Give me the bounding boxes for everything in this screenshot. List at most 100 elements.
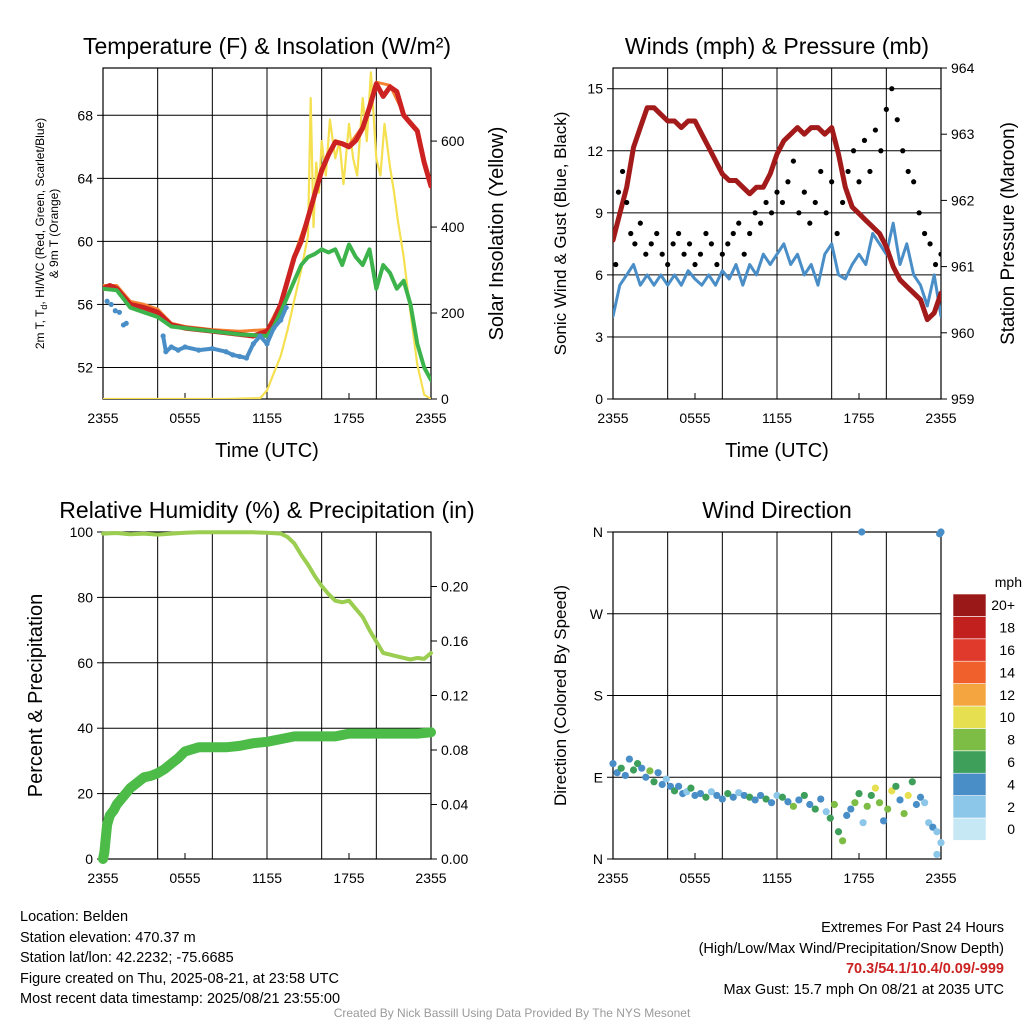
colorbar-label: 16 — [999, 642, 1015, 658]
gust-point — [845, 168, 851, 175]
panel-2: 2355 0555 1155 1755 2355 0 3 6 9 12 15 959 960 961 962… — [551, 33, 1019, 462]
chart-title: Temperature (F) & Insolation (W/m²) — [83, 33, 451, 59]
direction-point — [762, 795, 770, 803]
x-tick-label: 2355 — [925, 410, 956, 426]
hiwc-point — [112, 308, 118, 314]
direction-point — [806, 800, 814, 809]
y2-tick-label: 400 — [441, 219, 465, 235]
direction-point — [609, 760, 617, 768]
gust-point — [648, 241, 654, 247]
gust-point — [872, 127, 879, 133]
gust-point — [632, 241, 638, 247]
y2-tick-label: 0.12 — [441, 688, 468, 704]
x-tick-label: 2355 — [87, 410, 118, 426]
gust-point — [785, 179, 791, 185]
y-axis-label: Direction (Colored By Speed) — [551, 585, 570, 806]
x-tick-label: 2355 — [925, 870, 956, 886]
gust-point — [812, 199, 818, 206]
gust-point — [643, 251, 649, 257]
y-tick-label: W — [590, 606, 604, 622]
gust-point — [725, 241, 731, 247]
grid-lines — [103, 68, 431, 399]
y2-axis-label: Solar Insolation (Yellow) — [486, 127, 508, 341]
y-tick-label: 64 — [77, 170, 93, 186]
colorbar-swatch — [952, 772, 987, 796]
hiwc-point — [116, 309, 122, 315]
gust-point — [670, 241, 676, 247]
gust-point — [736, 220, 742, 226]
colorbar-swatch — [952, 795, 987, 819]
direction-point — [884, 805, 892, 813]
x-tick-label: 1755 — [843, 410, 874, 426]
direction-point — [642, 773, 650, 781]
y-tick-label: 60 — [77, 233, 93, 249]
gust-point — [697, 251, 704, 257]
direction-point — [687, 784, 695, 792]
colorbar-label: 0 — [1007, 821, 1015, 837]
direction-point — [646, 767, 654, 775]
most-recent-data: Most recent data timestamp: 2025/08/21 2… — [20, 991, 341, 1007]
direction-point — [851, 799, 859, 807]
gust-point — [878, 148, 884, 154]
y2-tick-label: 960 — [951, 325, 975, 341]
gust-point — [911, 179, 917, 185]
y-tick-label: 12 — [587, 143, 603, 159]
grid-lines — [103, 532, 431, 859]
y2-tick-label: 0.04 — [441, 797, 468, 813]
extremes-subtitle: (High/Low/Max Wind/Precipitation/Snow De… — [698, 940, 1004, 957]
x-tick-label: 2355 — [597, 870, 628, 886]
gust-point — [861, 137, 868, 144]
x-tick-label: 1755 — [333, 410, 364, 426]
y2-tick-label: 0.20 — [441, 579, 468, 595]
series-line-hiwc — [161, 305, 289, 360]
direction-point — [778, 793, 787, 801]
chart-title: Relative Humidity (%) & Precipitation (i… — [59, 497, 474, 523]
y-tick-label: 52 — [77, 359, 93, 375]
gust-point — [752, 210, 758, 216]
direction-point — [773, 791, 781, 800]
station-info: Location: Belden Station elevation: 470.… — [20, 907, 340, 1010]
direction-point — [937, 528, 945, 536]
x-tick-label: 1755 — [843, 870, 874, 886]
direction-point — [933, 828, 941, 836]
gust-point — [883, 106, 889, 112]
speed-colorbar: 0 2 4 6 8 10 12 14 16 18 20+ mph — [952, 574, 1022, 841]
gust-point — [730, 230, 736, 237]
gust-point — [714, 261, 720, 268]
y-tick-label: N — [593, 524, 603, 540]
direction-point — [843, 811, 851, 820]
y-tick-label: 3 — [595, 329, 603, 345]
series-line-td — [103, 242, 431, 383]
panel-4: 2355 0555 1155 1755 2355 N E S W N Wind Direction D… — [551, 497, 1022, 886]
chart-title: Wind Direction — [702, 497, 852, 523]
gust-point — [905, 168, 911, 175]
gust-point — [840, 199, 846, 206]
direction-point — [789, 802, 798, 810]
direction-point — [839, 837, 847, 845]
series-group — [98, 530, 436, 864]
gust-point — [763, 199, 769, 206]
credit-line: Created By Nick Bassill Using Data Provi… — [333, 1006, 691, 1020]
y2-tick-label: 962 — [951, 192, 975, 208]
gust-point — [927, 241, 933, 247]
y2-tick-label: 959 — [951, 391, 975, 407]
gust-point — [823, 210, 829, 216]
colorbar-swatch — [952, 660, 987, 684]
y-tick-label: N — [593, 851, 603, 867]
colorbar-label: 20+ — [991, 597, 1015, 613]
x-tick-label: 0555 — [169, 870, 200, 886]
series-line-station-pressure — [613, 105, 941, 323]
gust-point — [938, 251, 941, 257]
y-tick-label: 20 — [77, 786, 93, 802]
y-tick-label: 40 — [77, 720, 93, 736]
gust-point — [790, 158, 797, 164]
gust-point — [922, 230, 928, 237]
station-location: Location: Belden — [20, 909, 129, 925]
direction-point — [875, 799, 884, 807]
hiwc-point — [108, 301, 114, 308]
gust-point — [818, 168, 824, 175]
y-tick-label: 6 — [595, 267, 603, 283]
direction-point — [735, 789, 743, 797]
y-axis-label-subscript: d — [39, 305, 49, 310]
colorbar-swatch — [952, 750, 987, 774]
